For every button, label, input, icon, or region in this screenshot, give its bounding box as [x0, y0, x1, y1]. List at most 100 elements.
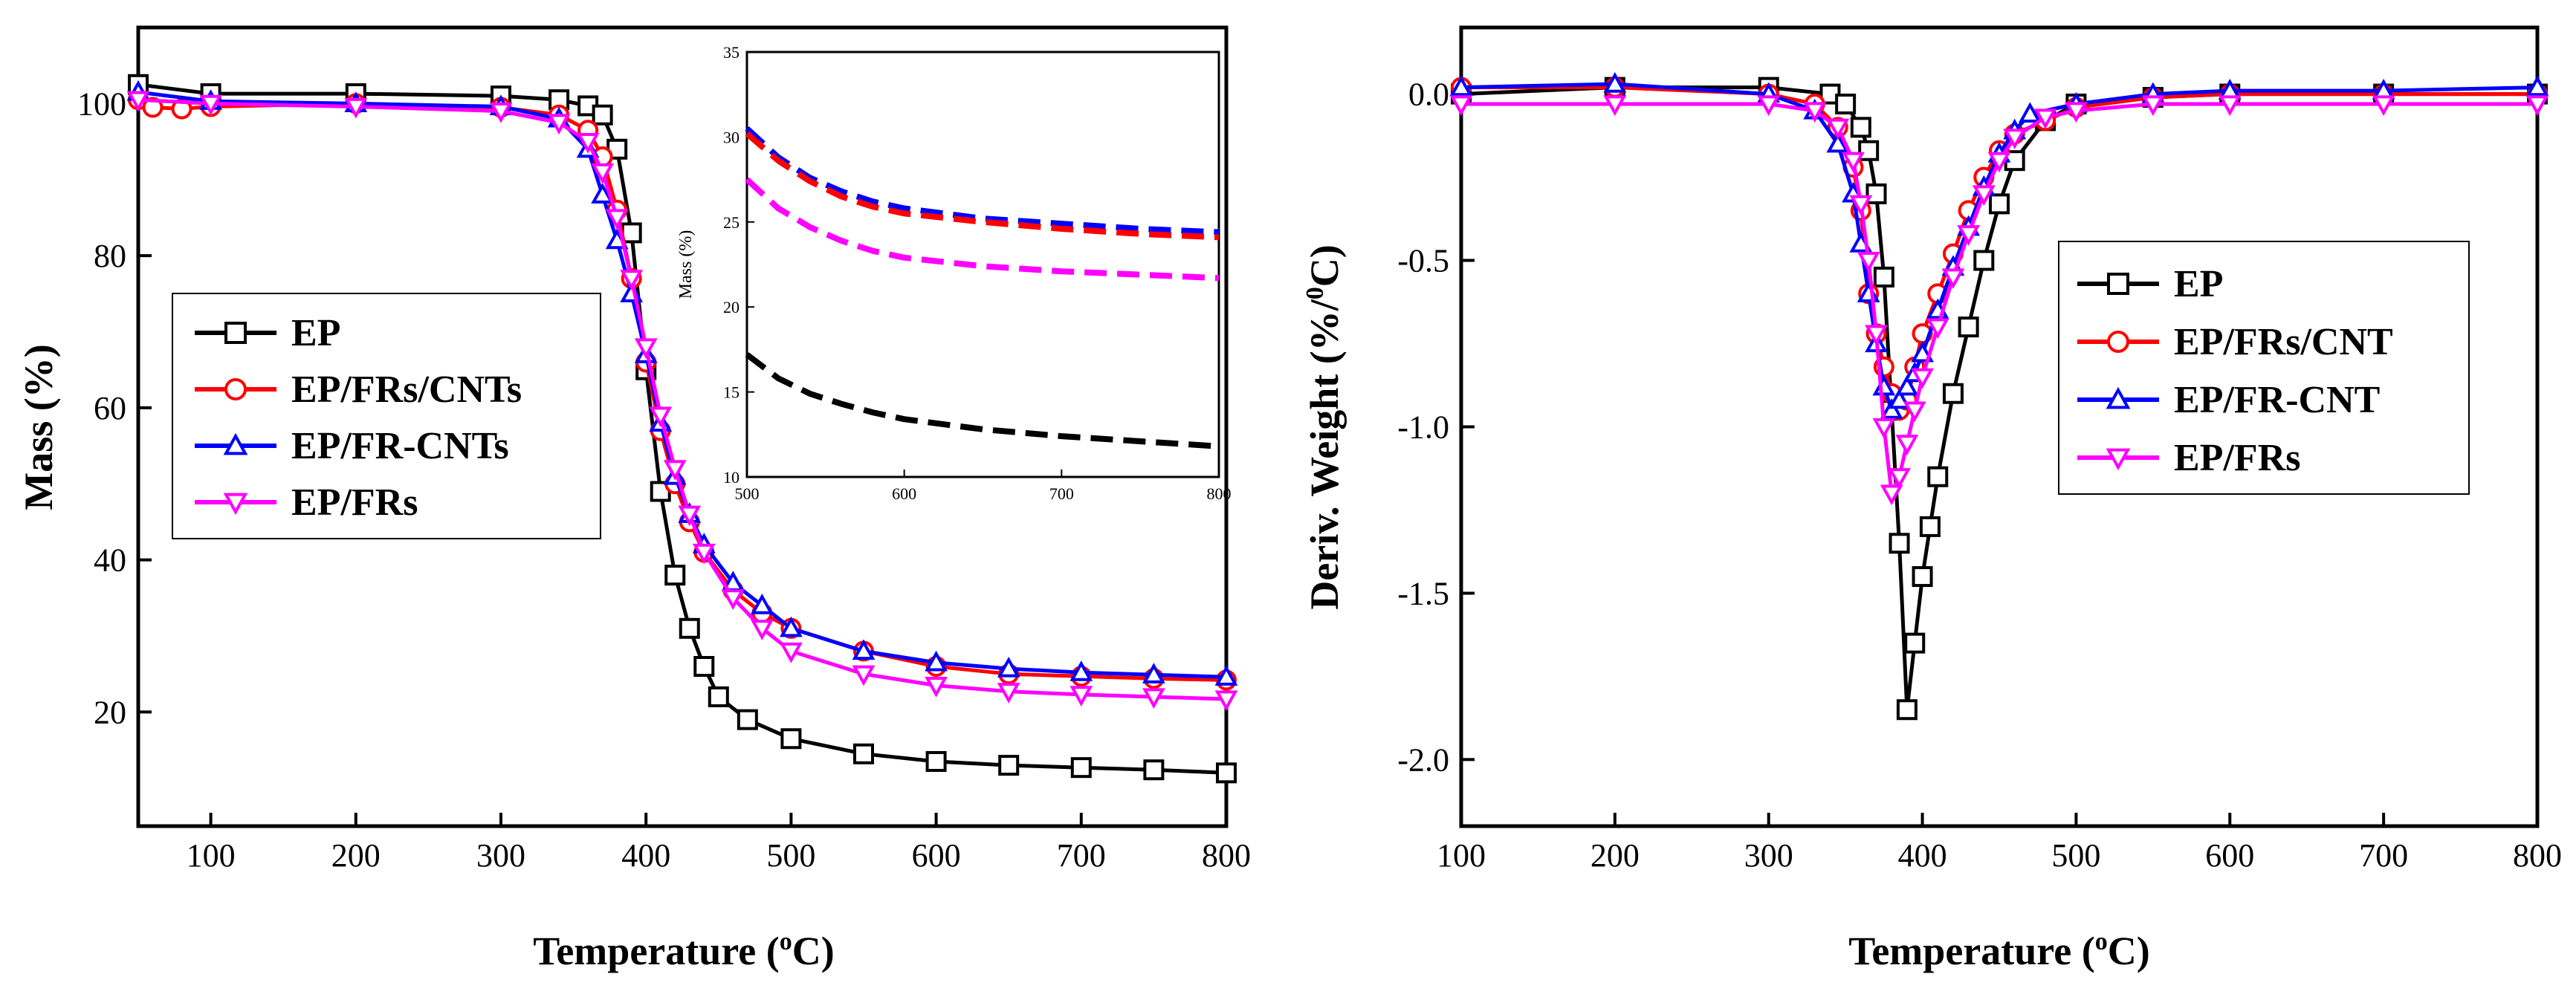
- dtg-point-ep-11: [1896, 699, 1918, 721]
- tga-point-ep-frs-7: [605, 209, 629, 230]
- tga-legend-label-ep-fr-cnts: EP/FR-CNTs: [291, 425, 509, 467]
- dtg-point-ep-frs-24: [2218, 95, 2242, 117]
- tga-point-ep-frs-cnts-1: [142, 97, 164, 118]
- inset-y-tick-label-10: 10: [723, 468, 740, 487]
- dtg-point-ep-frs-10: [1880, 484, 1903, 506]
- dtg-point-ep-frs-8: [1865, 325, 1888, 346]
- dtg-point-ep-frs-13: [1903, 401, 1926, 423]
- tga-point-ep-8: [621, 222, 642, 244]
- dtg-point-ep-fr-cnt-11: [1888, 388, 1911, 409]
- dtg-legend-marker-ep-frs-cnt: [2107, 331, 2129, 353]
- inset-series-line-ep: [745, 352, 1220, 449]
- tga-legend-marker-ep-frs-cnts: [224, 378, 247, 400]
- dtg-point-ep-17: [1958, 316, 1979, 338]
- dtg-point-ep-frs-15: [1926, 318, 1949, 340]
- dtg-point-ep-fr-cnt-26: [2525, 75, 2549, 97]
- dtg-x-axis-label: Temperature (oC): [1848, 928, 2149, 973]
- dtg-point-ep-fr-cnt-1: [1603, 72, 1627, 93]
- tga-point-ep-frs-8: [620, 270, 644, 290]
- inset-series-line-ep-frs-cnts: [745, 131, 1220, 241]
- dtg-y-tick-label-0: 0.0: [1408, 77, 1449, 113]
- dtg-point-ep-12: [1904, 632, 1926, 654]
- dtg-point-ep-frs-21: [2033, 108, 2057, 130]
- dtg-point-ep-frs-26: [2525, 95, 2549, 117]
- dtg-point-ep-frs-18: [1972, 185, 1996, 207]
- tga-point-ep-frs-19: [997, 683, 1020, 704]
- tga-point-ep-fr-cnts-22: [1214, 665, 1238, 686]
- dtg-x-tick-label-300: 300: [1744, 837, 1793, 874]
- tga-y-tick-label-60: 60: [94, 390, 126, 426]
- tga-point-ep-fr-cnts-6: [591, 183, 615, 204]
- tga-point-ep-frs-cnts-2: [171, 98, 192, 120]
- dtg-point-ep-14: [1919, 516, 1941, 537]
- inset-x-tick-label-500: 500: [735, 484, 760, 503]
- dtg-x-tick-label-800: 800: [2513, 837, 2562, 874]
- dtg-point-ep-fr-cnt-4: [1826, 131, 1850, 153]
- tga-point-ep-frs-0: [126, 91, 150, 112]
- tga-x-tick-label-800: 800: [1202, 837, 1251, 874]
- tga-point-ep-frs-3: [489, 103, 513, 123]
- dtg-point-ep-frs-5: [1842, 152, 1865, 173]
- tga-point-ep-frs-9: [634, 338, 658, 360]
- tga-x-tick-label-700: 700: [1057, 837, 1106, 874]
- tga-point-ep-fr-cnts-17: [852, 639, 876, 660]
- tga-point-ep-fr-cnts-19: [997, 656, 1020, 678]
- inset-y-tick-label-30: 30: [723, 128, 740, 146]
- tga-x-tick-label-300: 300: [476, 837, 525, 874]
- inset-y-tick-label-20: 20: [723, 298, 740, 316]
- tga-legend-label-ep-frs: EP/FRs: [291, 481, 418, 524]
- dtg-point-ep-fr-cnt-0: [1449, 75, 1473, 97]
- tga-inset-series-group: [745, 126, 1220, 449]
- dtg-point-ep-fr-cnt-21: [2018, 102, 2042, 123]
- tga-point-ep-frs-17: [852, 665, 876, 686]
- dtg-point-ep-5: [1850, 117, 1871, 138]
- tga-point-ep-frs-10: [649, 406, 673, 428]
- dtg-point-ep-6: [1858, 140, 1880, 161]
- tga-inset-ticks: 500 600 700 800 10 15 20 25 30 35: [723, 43, 1232, 503]
- dtg-y-axis-label: Deriv. Weight (%/0C): [1301, 244, 1347, 609]
- dtg-point-ep-18: [1973, 250, 1995, 271]
- tga-plot-frame: [136, 25, 1229, 828]
- inset-y-tick-label-25: 25: [723, 213, 740, 232]
- tga-point-ep-frs-12: [678, 505, 702, 527]
- dtg-point-ep-frs-4: [1826, 118, 1850, 140]
- inset-x-tick-label-700: 700: [1049, 484, 1074, 503]
- tga-inset: 500 600 700 800 10 15 20 25 30 35 Mass (%): [676, 43, 1232, 503]
- tga-point-ep-15: [737, 709, 758, 730]
- tga-point-ep-frs-15: [750, 620, 774, 640]
- tga-legend: EP EP/FRs/CNTs EP/FR-CNTs EP/FRs: [172, 293, 601, 539]
- dtg-x-tick-label-100: 100: [1437, 837, 1486, 874]
- tga-legend-marker-ep: [224, 322, 247, 344]
- dtg-y-tick-label-2: -2.0: [1397, 741, 1449, 778]
- dtg-point-ep-frs-22: [2065, 102, 2088, 123]
- dtg-y-tick-label-1-5: -1.5: [1397, 575, 1449, 611]
- dtg-point-ep-7: [1865, 183, 1887, 204]
- dtg-point-ep-16: [1942, 383, 1964, 404]
- dtg-legend: EP EP/FRs/CNT EP/FR-CNT EP/FRs: [2058, 241, 2470, 495]
- inset-series-line-ep-fr-cnts: [745, 126, 1220, 236]
- inset-x-tick-label-600: 600: [892, 484, 916, 503]
- tga-legend-marker-ep-fr-cnts: [223, 432, 248, 455]
- tga-inset-frame: [745, 51, 1220, 478]
- tga-point-ep-6: [592, 104, 613, 126]
- tga-x-tick-label-100: 100: [187, 837, 236, 874]
- dtg-legend-label-ep-frs: EP/FRs: [2174, 437, 2300, 479]
- dtg-point-ep-frs-19: [1987, 152, 2011, 173]
- tga-y-tick-label-100: 100: [77, 85, 126, 122]
- dtg-panel: 100 200 300 400 500 600 700 800 -2.0 -1.5 -1.0 -0.5…: [1301, 25, 2562, 973]
- tga-point-ep-18: [925, 750, 947, 772]
- tga-point-ep-fr-cnts-20: [1069, 660, 1093, 681]
- dtg-legend-marker-ep-fr-cnt: [2106, 386, 2131, 409]
- tga-inset-y-label: Mass (%): [676, 230, 696, 299]
- dtg-x-tick-label-700: 700: [2359, 837, 2408, 874]
- dtg-point-ep-frs-17: [1957, 225, 1981, 246]
- tga-point-ep-frs-18: [925, 676, 948, 698]
- dtg-point-ep-frs-16: [1941, 268, 1965, 290]
- tga-y-tick-label-20: 20: [94, 694, 126, 730]
- dtg-point-ep-frs-1: [1603, 95, 1627, 117]
- tga-panel: 100 200 300 400 500 600 700 800 20 40 60 80 100 Temp…: [16, 25, 1251, 973]
- dtg-point-ep-frs-2: [1757, 95, 1781, 117]
- tga-legend-label-ep: EP: [291, 312, 340, 354]
- dtg-point-ep-frs-3: [1803, 102, 1827, 123]
